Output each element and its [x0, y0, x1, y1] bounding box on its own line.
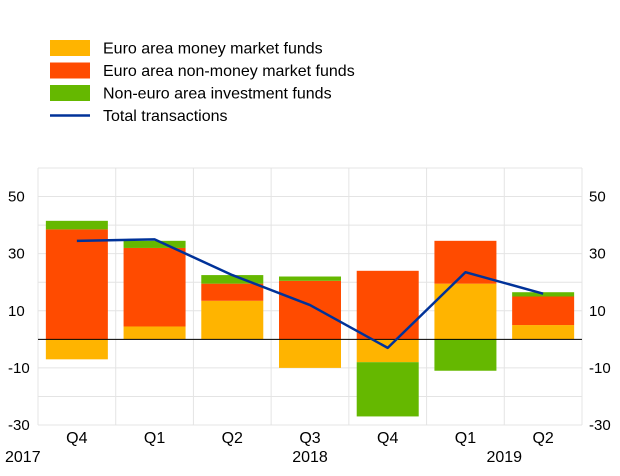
bars [45, 220, 575, 417]
year-label: 2017 [5, 449, 41, 466]
x-tick-label: Q4 [377, 430, 398, 447]
x-tick-label: Q4 [66, 430, 87, 447]
y-tick-label-left: -30 [8, 417, 30, 434]
bar-segment [123, 247, 186, 327]
bar-segment [356, 270, 419, 340]
x-tick-label: Q1 [455, 430, 476, 447]
axis-labels: 50 50 30 30 10 10 -10 -10 -30 -30 Q4 Q1 Q2 Q3 Q4 Q1 Q2 20… [5, 189, 611, 466]
x-tick-label: Q2 [222, 430, 243, 447]
bar-segment [279, 276, 341, 281]
y-tick-label-right: -10 [589, 360, 611, 377]
x-tick-label: Q2 [532, 430, 553, 447]
bar-segment [279, 339, 341, 368]
y-tick-label-left: 50 [8, 189, 25, 206]
bar-segment [123, 240, 186, 248]
bar-segment [512, 296, 575, 326]
y-tick-label-right: -30 [589, 417, 611, 434]
y-tick-label-left: 30 [8, 246, 25, 263]
legend: Euro area money market funds Euro area no… [50, 40, 355, 125]
y-tick-label-right: 10 [589, 303, 606, 320]
bar-segment [434, 240, 497, 284]
legend-label: Total transactions [103, 108, 228, 125]
bar-segment [512, 325, 575, 340]
legend-swatch [50, 40, 90, 56]
bar-segment [356, 339, 419, 363]
y-tick-label-left: -10 [8, 360, 30, 377]
bar-segment [356, 362, 419, 417]
bar-segment [45, 220, 108, 230]
legend-label: Euro area money market funds [103, 41, 323, 58]
legend-label: Euro area non-money market funds [103, 63, 355, 80]
x-tick-label: Q1 [144, 430, 165, 447]
legend-swatch [50, 85, 90, 101]
legend-label: Non-euro area investment funds [103, 86, 332, 103]
total-line [76, 238, 544, 350]
y-tick-label-right: 50 [589, 189, 606, 206]
bar-segment [201, 275, 264, 284]
bar-segment [201, 300, 264, 340]
bar-segment [434, 339, 497, 371]
bar-segment [201, 283, 264, 301]
year-label: 2018 [292, 449, 328, 466]
year-label: 2019 [486, 449, 522, 466]
y-tick-label-right: 30 [589, 246, 606, 263]
bar-segment [45, 339, 108, 360]
bar-segment [45, 229, 108, 340]
bar-segment [512, 292, 575, 297]
bar-segment [279, 280, 341, 340]
bar-segment [123, 326, 186, 340]
x-tick-label: Q3 [299, 430, 320, 447]
legend-swatch [50, 62, 90, 79]
total-transactions-line [76, 238, 544, 350]
y-tick-label-left: 10 [8, 303, 25, 320]
